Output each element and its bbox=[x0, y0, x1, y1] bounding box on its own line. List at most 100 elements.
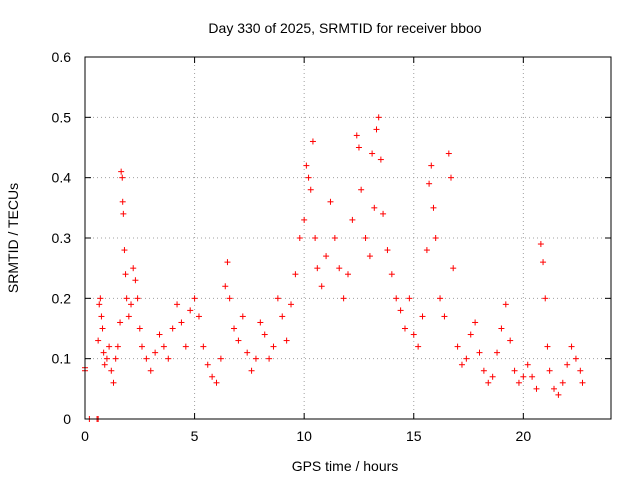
data-point bbox=[568, 343, 575, 350]
data-point bbox=[546, 367, 553, 374]
data-point bbox=[226, 295, 233, 302]
y-tick-label: 0.5 bbox=[52, 109, 72, 125]
data-point bbox=[209, 373, 216, 380]
data-point bbox=[369, 150, 376, 157]
data-point bbox=[515, 379, 522, 386]
data-point bbox=[437, 295, 444, 302]
data-point bbox=[231, 325, 238, 332]
data-point bbox=[579, 379, 586, 386]
data-point bbox=[318, 283, 325, 290]
data-point bbox=[303, 162, 310, 169]
data-point bbox=[494, 349, 501, 356]
data-point bbox=[204, 361, 211, 368]
data-point bbox=[544, 343, 551, 350]
data-point bbox=[480, 367, 487, 374]
data-point bbox=[119, 174, 126, 181]
data-point bbox=[430, 204, 437, 211]
data-point bbox=[564, 361, 571, 368]
data-point bbox=[355, 144, 362, 151]
axis-ticks: 0 0.1 0.2 0.3 0.4 0.5 0.6 0 5 10 15 20 bbox=[52, 49, 611, 444]
data-point bbox=[340, 295, 347, 302]
plot-frame bbox=[84, 56, 612, 420]
data-point bbox=[358, 186, 365, 193]
data-point bbox=[559, 379, 566, 386]
data-point bbox=[123, 295, 130, 302]
grid-lines bbox=[85, 57, 611, 419]
y-tick-label: 0.6 bbox=[52, 49, 72, 65]
data-point bbox=[410, 331, 417, 338]
data-point bbox=[441, 313, 448, 320]
x-tick-label: 0 bbox=[81, 428, 89, 444]
data-point bbox=[309, 138, 316, 145]
data-point bbox=[529, 373, 536, 380]
data-point bbox=[336, 265, 343, 272]
data-point bbox=[110, 379, 117, 386]
data-point bbox=[454, 343, 461, 350]
data-point bbox=[101, 361, 108, 368]
data-point bbox=[415, 343, 422, 350]
data-point bbox=[95, 337, 102, 344]
data-point bbox=[423, 247, 430, 254]
data-point bbox=[485, 379, 492, 386]
data-point bbox=[222, 283, 229, 290]
data-point bbox=[476, 349, 483, 356]
data-point bbox=[428, 162, 435, 169]
x-tick-label: 15 bbox=[406, 428, 422, 444]
data-point bbox=[200, 343, 207, 350]
data-point bbox=[118, 168, 125, 175]
data-point bbox=[524, 361, 531, 368]
data-point bbox=[288, 301, 295, 308]
data-point bbox=[450, 265, 457, 272]
data-point bbox=[296, 235, 303, 241]
data-point bbox=[467, 331, 474, 338]
data-point bbox=[100, 349, 107, 356]
data-point bbox=[114, 343, 121, 350]
data-point bbox=[239, 313, 246, 320]
data-point bbox=[112, 355, 119, 362]
data-point bbox=[445, 150, 452, 157]
data-point bbox=[117, 319, 124, 326]
data-point bbox=[511, 367, 518, 374]
data-point bbox=[103, 355, 110, 362]
y-tick-label: 0.1 bbox=[52, 351, 72, 367]
data-point bbox=[419, 313, 426, 320]
data-point bbox=[195, 313, 202, 320]
data-point bbox=[130, 265, 137, 272]
data-points bbox=[82, 114, 586, 422]
data-point bbox=[542, 295, 549, 302]
data-point bbox=[305, 174, 312, 181]
data-point bbox=[169, 325, 176, 332]
data-point bbox=[252, 355, 259, 362]
data-point bbox=[182, 343, 189, 350]
data-point bbox=[257, 319, 264, 326]
data-point bbox=[213, 379, 220, 386]
data-point bbox=[323, 253, 330, 260]
data-point bbox=[120, 210, 127, 217]
data-point bbox=[472, 319, 479, 326]
data-point bbox=[401, 325, 408, 332]
data-point bbox=[314, 265, 321, 272]
data-point bbox=[156, 331, 163, 338]
data-point bbox=[353, 132, 360, 139]
data-point bbox=[426, 180, 433, 187]
data-point bbox=[375, 114, 382, 121]
data-point bbox=[537, 241, 544, 248]
data-point bbox=[279, 313, 286, 320]
data-point bbox=[165, 355, 172, 362]
data-point bbox=[138, 343, 145, 350]
x-tick-label: 10 bbox=[296, 428, 312, 444]
data-point bbox=[274, 295, 281, 302]
chart-title: Day 330 of 2025, SRMTID for receiver bbo… bbox=[208, 20, 481, 36]
y-tick-label: 0.2 bbox=[52, 290, 72, 306]
data-point bbox=[507, 337, 514, 344]
data-point bbox=[463, 355, 470, 362]
data-point bbox=[448, 174, 455, 181]
data-point bbox=[432, 235, 439, 241]
data-point bbox=[147, 367, 154, 374]
data-point bbox=[489, 373, 496, 380]
data-point bbox=[393, 295, 400, 302]
y-tick-label: 0.4 bbox=[52, 170, 72, 186]
data-point bbox=[380, 210, 387, 217]
data-point bbox=[128, 301, 135, 308]
